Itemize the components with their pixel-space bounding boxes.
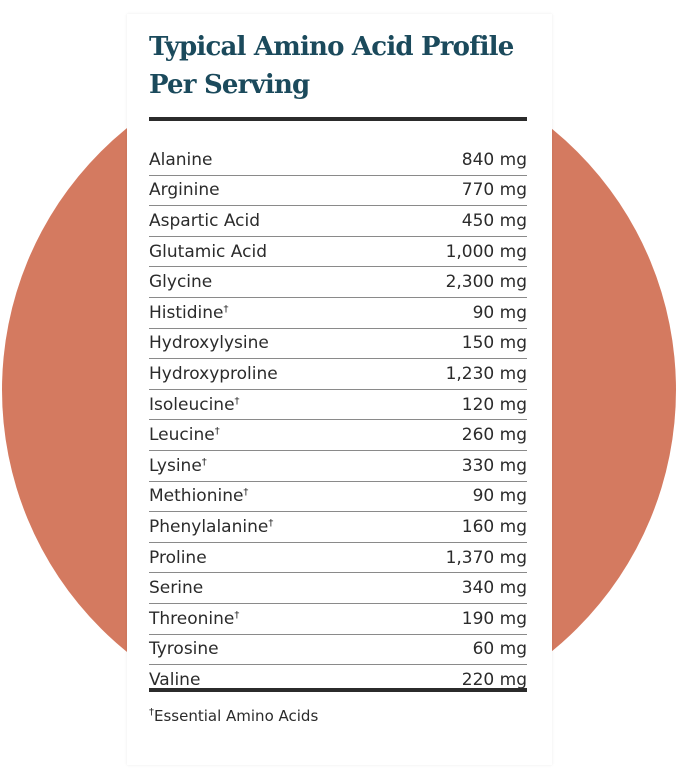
amino-acid-name: Aspartic Acid <box>149 210 261 231</box>
essential-mark: † <box>223 303 229 315</box>
table-row: Glutamic Acid 1,000 mg <box>149 237 527 268</box>
amino-acid-name: Alanine <box>149 149 213 170</box>
amino-acid-name: Histidine† <box>149 302 229 323</box>
table-row: Tyrosine 60 mg <box>149 635 527 666</box>
amino-acid-name: Tyrosine <box>149 639 219 660</box>
amino-acid-name: Leucine† <box>149 425 220 446</box>
essential-mark: † <box>234 395 240 407</box>
essential-mark: † <box>201 456 207 468</box>
table-row: Aspartic Acid 450 mg <box>149 206 527 237</box>
amino-acid-name: Methionine† <box>149 486 249 507</box>
table-row: Hydroxylysine 150 mg <box>149 329 527 360</box>
table-row: Glycine 2,300 mg <box>149 267 527 298</box>
amino-acid-amount: 840 mg <box>461 149 527 170</box>
amino-acid-amount: 160 mg <box>461 516 527 537</box>
amino-acid-name: Hydroxylysine <box>149 333 269 354</box>
amino-acid-amount: 2,300 mg <box>445 272 527 293</box>
essential-mark: † <box>214 426 220 438</box>
amino-acid-name: Proline <box>149 547 207 568</box>
table-row: Hydroxyproline 1,230 mg <box>149 359 527 390</box>
footnote: †Essential Amino Acids <box>149 707 318 725</box>
top-rule <box>149 117 527 121</box>
essential-mark: † <box>243 487 249 499</box>
amino-acid-amount: 220 mg <box>461 670 527 691</box>
amino-acid-amount: 1,230 mg <box>445 363 527 384</box>
amino-acid-amount: 450 mg <box>461 210 527 231</box>
amino-acid-name: Arginine <box>149 180 220 201</box>
footnote-text: Essential Amino Acids <box>154 707 319 725</box>
amino-acid-name: Glutamic Acid <box>149 241 267 262</box>
table-row: Lysine† 330 mg <box>149 451 527 482</box>
bottom-rule <box>149 688 527 692</box>
amino-acid-amount: 1,370 mg <box>445 547 527 568</box>
table-row: Arginine 770 mg <box>149 176 527 207</box>
table-row: Isoleucine† 120 mg <box>149 390 527 421</box>
amino-acid-name: Phenylalanine† <box>149 516 274 537</box>
amino-acid-card: Typical Amino Acid Profile Per Serving A… <box>127 14 552 765</box>
table-row: Alanine 840 mg <box>149 145 527 176</box>
amino-acid-amount: 90 mg <box>472 486 527 507</box>
amino-acid-amount: 1,000 mg <box>445 241 527 262</box>
table-row: Proline 1,370 mg <box>149 543 527 574</box>
table-row: Histidine† 90 mg <box>149 298 527 329</box>
amino-acid-name: Serine <box>149 578 204 599</box>
amino-acid-amount: 330 mg <box>461 455 527 476</box>
amino-acid-amount: 60 mg <box>472 639 527 660</box>
amino-acid-amount: 150 mg <box>461 333 527 354</box>
table-row: Methionine† 90 mg <box>149 482 527 513</box>
amino-acid-amount: 770 mg <box>461 180 527 201</box>
amino-acid-amount: 120 mg <box>461 394 527 415</box>
amino-acid-amount: 90 mg <box>472 302 527 323</box>
amino-acid-name: Isoleucine† <box>149 394 240 415</box>
card-title: Typical Amino Acid Profile Per Serving <box>149 32 514 100</box>
footnote-mark: † <box>149 707 154 718</box>
essential-mark: † <box>234 609 240 621</box>
essential-mark: † <box>268 517 274 529</box>
table-row: Leucine† 260 mg <box>149 420 527 451</box>
table-row: Threonine† 190 mg <box>149 604 527 635</box>
table-row: Valine 220 mg <box>149 665 527 696</box>
amino-acid-name: Hydroxyproline <box>149 363 278 384</box>
amino-acid-name: Valine <box>149 670 201 691</box>
amino-acid-amount: 340 mg <box>461 578 527 599</box>
amino-acid-amount: 190 mg <box>461 608 527 629</box>
amino-acid-name: Lysine† <box>149 455 207 476</box>
amino-acid-name: Threonine† <box>149 608 240 629</box>
amino-acid-name: Glycine <box>149 272 213 293</box>
amino-acid-table: Alanine 840 mg Arginine 770 mg Aspartic Acid… <box>149 145 527 696</box>
amino-acid-amount: 260 mg <box>461 425 527 446</box>
table-row: Phenylalanine† 160 mg <box>149 512 527 543</box>
table-row: Serine 340 mg <box>149 573 527 604</box>
